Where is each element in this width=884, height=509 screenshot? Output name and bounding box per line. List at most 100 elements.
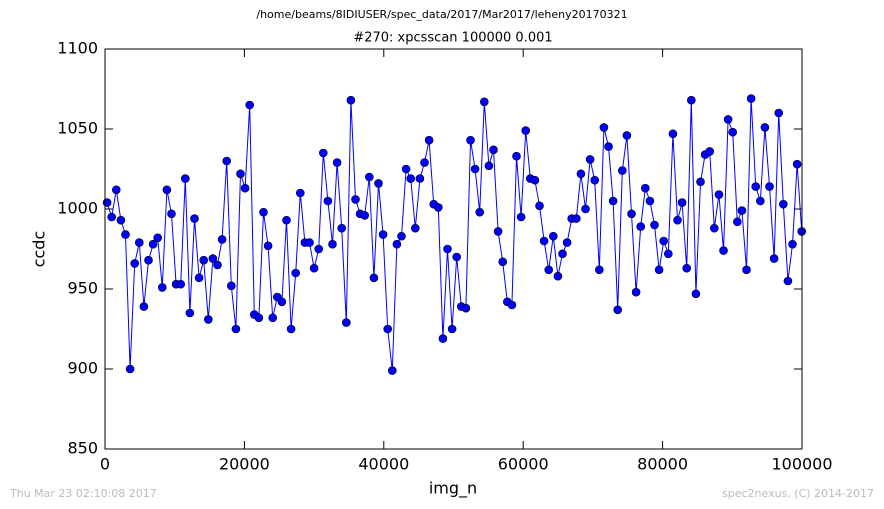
- data-point: [493, 227, 503, 236]
- data-point: [125, 364, 135, 374]
- data-point: [530, 175, 540, 185]
- data-point: [130, 259, 139, 268]
- data-point: [121, 230, 130, 239]
- data-point: [677, 198, 687, 207]
- data-point: [144, 255, 153, 265]
- data-point: [645, 196, 655, 206]
- data-point: [203, 315, 213, 324]
- data-point: [176, 279, 185, 289]
- data-point: [484, 161, 494, 171]
- data-point: [309, 263, 319, 273]
- data-point: [746, 94, 756, 103]
- y-tick-label: 900: [67, 359, 98, 378]
- data-point: [401, 164, 411, 174]
- data-point: [286, 324, 296, 334]
- data-point: [157, 283, 167, 292]
- x-tick-label: 0: [100, 455, 110, 474]
- data-point: [314, 244, 324, 254]
- y-tick-label: 1100: [57, 39, 98, 58]
- data-point: [392, 239, 402, 249]
- data-point: [650, 220, 659, 230]
- data-point: [438, 334, 448, 343]
- data-point: [351, 195, 360, 204]
- data-point: [535, 201, 544, 211]
- data-point: [516, 212, 526, 222]
- data-point: [742, 265, 751, 275]
- data-point: [217, 235, 227, 244]
- data-point: [323, 196, 333, 206]
- data-point: [342, 318, 351, 327]
- y-tick-label: 950: [67, 279, 98, 298]
- data-point: [319, 148, 328, 158]
- data-point: [756, 196, 765, 206]
- data-point: [346, 95, 356, 105]
- data-point: [231, 324, 241, 334]
- data-point: [751, 182, 761, 191]
- data-point: [581, 204, 590, 214]
- data-point: [668, 129, 678, 139]
- data-point: [549, 231, 558, 241]
- data-point: [783, 276, 793, 286]
- data-point: [733, 217, 742, 227]
- data-point: [420, 158, 429, 167]
- data-point: [208, 254, 218, 263]
- data-point: [627, 209, 636, 219]
- data-point: [585, 155, 595, 164]
- data-point: [622, 131, 632, 140]
- data-point: [167, 209, 176, 219]
- footer-credit: spec2nexus, (C) 2014-2017: [722, 487, 874, 500]
- data-point: [664, 249, 673, 259]
- data-point: [295, 188, 305, 198]
- data-point: [111, 185, 121, 195]
- data-point: [388, 366, 397, 375]
- data-point: [475, 207, 485, 217]
- data-point: [512, 151, 521, 161]
- data-point: [696, 177, 705, 187]
- data-point: [498, 257, 508, 267]
- data-point: [792, 159, 802, 169]
- x-tick-label: 80000: [637, 455, 688, 474]
- data-point: [765, 182, 774, 191]
- data-point: [259, 207, 268, 217]
- data-point: [714, 190, 724, 199]
- data-point: [328, 239, 337, 249]
- x-tick-label: 40000: [358, 455, 409, 474]
- x-axis-label: img_n: [429, 479, 477, 499]
- data-point: [213, 260, 222, 270]
- data-point: [562, 238, 572, 247]
- data-point: [618, 166, 627, 175]
- data-point: [411, 223, 420, 233]
- data-point: [268, 313, 277, 323]
- data-point: [595, 265, 604, 275]
- data-point: [710, 223, 719, 233]
- data-point: [774, 108, 784, 118]
- data-point: [378, 230, 388, 239]
- data-point: [599, 123, 609, 132]
- data-point: [134, 238, 144, 247]
- data-point: [240, 183, 250, 193]
- data-point: [705, 147, 715, 156]
- data-point: [608, 196, 618, 206]
- data-point: [466, 135, 475, 145]
- data-point: [572, 214, 581, 223]
- data-point: [480, 97, 489, 107]
- data-line: [106, 98, 803, 371]
- data-point: [641, 183, 650, 193]
- data-point: [659, 236, 669, 246]
- data-point: [719, 246, 728, 255]
- data-point: [180, 174, 190, 183]
- data-point: [553, 271, 563, 281]
- data-point: [760, 123, 770, 132]
- data-point: [360, 211, 370, 220]
- data-point: [613, 305, 623, 315]
- data-point: [470, 164, 480, 174]
- data-point: [332, 158, 342, 167]
- data-point: [222, 156, 231, 166]
- chart-title: #270: xpcsscan 100000 0.001: [353, 31, 552, 46]
- data-point: [521, 126, 531, 135]
- data-point: [434, 203, 443, 212]
- data-point: [139, 302, 149, 311]
- data-point: [723, 115, 733, 124]
- data-point: [769, 254, 779, 263]
